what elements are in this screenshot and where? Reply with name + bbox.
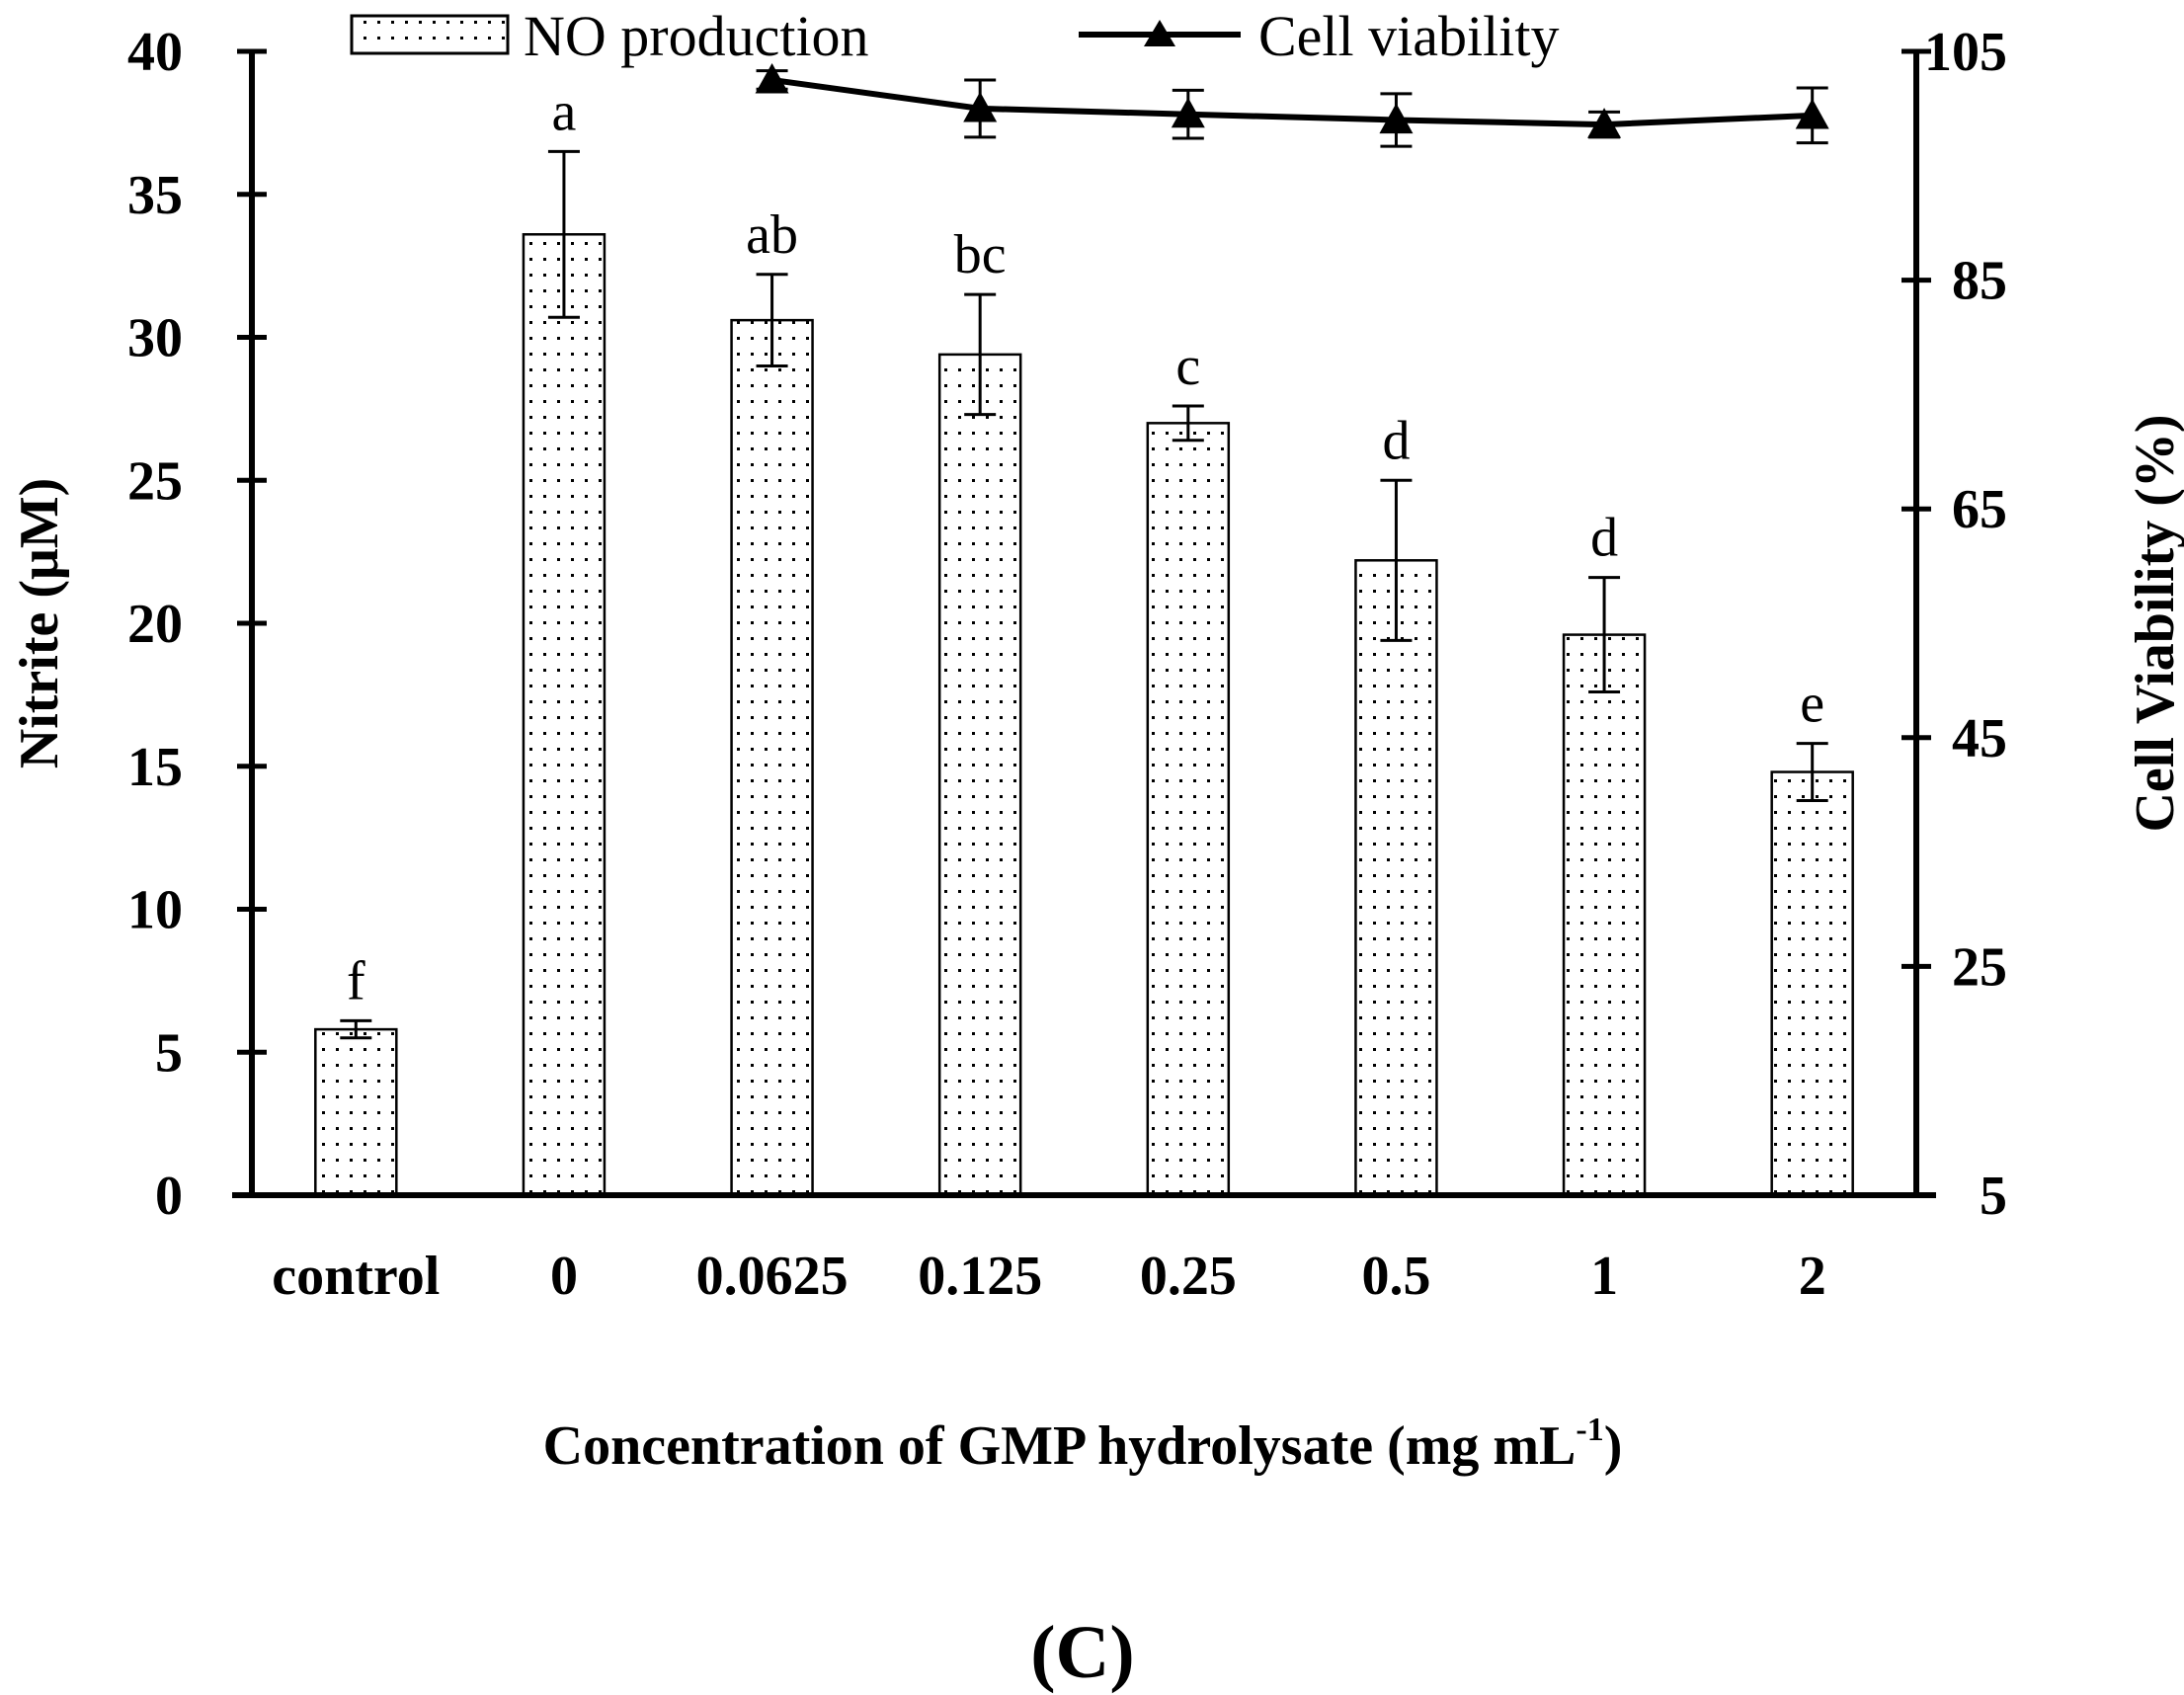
bar-error-0: [547, 149, 580, 319]
left-tick-label: 40: [127, 22, 183, 83]
bar-1: [1562, 633, 1647, 1197]
bar-error-2: [1796, 742, 1828, 802]
viability-point-0.25: [1171, 97, 1205, 128]
viability-line: [771, 76, 1813, 128]
left-tick-label: 10: [127, 880, 183, 941]
viability-point-0.5: [1379, 103, 1414, 134]
bar-2: [1770, 770, 1854, 1197]
legend-triangle-marker: [1144, 20, 1175, 46]
x-axis-title: Concentration of GMP hydrolysate (mg mL-…: [543, 1412, 1623, 1477]
left-axis-ticks: 0 5 10 15 20 25 30 35 40: [127, 22, 267, 1227]
bar-error-0.0625: [756, 273, 788, 367]
significance-letter: a: [552, 81, 577, 142]
x-axis-title-main: Concentration of GMP hydrolysate (mg mL: [543, 1415, 1577, 1477]
left-tick-label: 15: [127, 737, 183, 798]
x-axis-tick-labels: control 0 0.0625 0.125 0.25 0.5 1 2: [272, 1246, 1825, 1307]
axes: [232, 51, 1936, 1198]
left-tick-label: 0: [155, 1166, 183, 1227]
x-axis-title-superscript: -1: [1576, 1412, 1603, 1448]
bar-error-1: [1588, 576, 1621, 693]
legend-line-label: Cell viability: [1258, 4, 1559, 68]
bar-error-control: [340, 1018, 372, 1040]
y-axis-left-title: Nitrite (μM): [9, 478, 70, 768]
line-series-cell-viability: [755, 62, 1829, 148]
x-tick-label: 0.0625: [696, 1246, 849, 1307]
left-tick-label: 20: [127, 594, 183, 655]
viability-point-0.125: [963, 91, 998, 122]
significance-letter: d: [1382, 410, 1410, 471]
bar-0.125: [937, 353, 1022, 1197]
bar-0.0625: [730, 318, 814, 1197]
significance-letter: bc: [954, 224, 1007, 285]
bar-error-0.5: [1380, 478, 1413, 642]
bar-0: [522, 233, 607, 1197]
significance-letter: d: [1590, 508, 1618, 569]
viability-point-0.0625: [755, 62, 789, 94]
right-tick-label: 5: [1980, 1166, 2007, 1227]
x-tick-label: 0.25: [1140, 1246, 1237, 1307]
right-tick-label: 45: [1952, 708, 2007, 769]
panel-label: (C): [1030, 1611, 1135, 1694]
significance-letter: c: [1175, 336, 1200, 397]
viability-point-2: [1795, 98, 1829, 129]
left-tick-label: 35: [127, 165, 183, 226]
right-tick-label: 85: [1952, 251, 2007, 312]
legend-bar-swatch: [350, 14, 510, 55]
x-tick-label: 2: [1799, 1246, 1826, 1307]
x-tick-label: 0: [550, 1246, 578, 1307]
significance-letter: e: [1800, 674, 1824, 735]
significance-letter: ab: [746, 204, 798, 266]
viability-point-1: [1587, 108, 1622, 138]
legend-bar-label: NO production: [524, 4, 869, 68]
left-tick-label: 25: [127, 450, 183, 512]
y-axis-right-title: Cell Viability (%): [2125, 414, 2184, 832]
bar-0.25: [1146, 422, 1231, 1197]
bar-0.5: [1354, 559, 1438, 1197]
x-axis-title-close: ): [1604, 1415, 1623, 1477]
x-tick-label: 0.125: [918, 1246, 1042, 1307]
x-tick-label: control: [272, 1246, 440, 1307]
x-tick-label: 0.5: [1361, 1246, 1430, 1307]
legend: NO production Cell viability: [350, 4, 1559, 68]
right-tick-label: 65: [1952, 479, 2007, 540]
right-tick-label: 25: [1952, 936, 2007, 998]
bars-series-no-production: [314, 233, 1854, 1197]
bar-error-0.25: [1172, 404, 1204, 443]
left-tick-label: 5: [155, 1022, 183, 1084]
left-tick-label: 30: [127, 308, 183, 369]
bar-control: [314, 1027, 398, 1197]
significance-letters: f a ab bc c d d e: [347, 81, 1824, 1011]
x-tick-label: 1: [1590, 1246, 1618, 1307]
right-axis-ticks: 5 25 45 65 85 105: [1901, 22, 2007, 1227]
significance-letter: f: [347, 950, 365, 1011]
right-tick-label: 105: [1924, 22, 2007, 83]
bar-error-0.125: [964, 292, 997, 417]
bar-error-bars: [340, 149, 1828, 1040]
